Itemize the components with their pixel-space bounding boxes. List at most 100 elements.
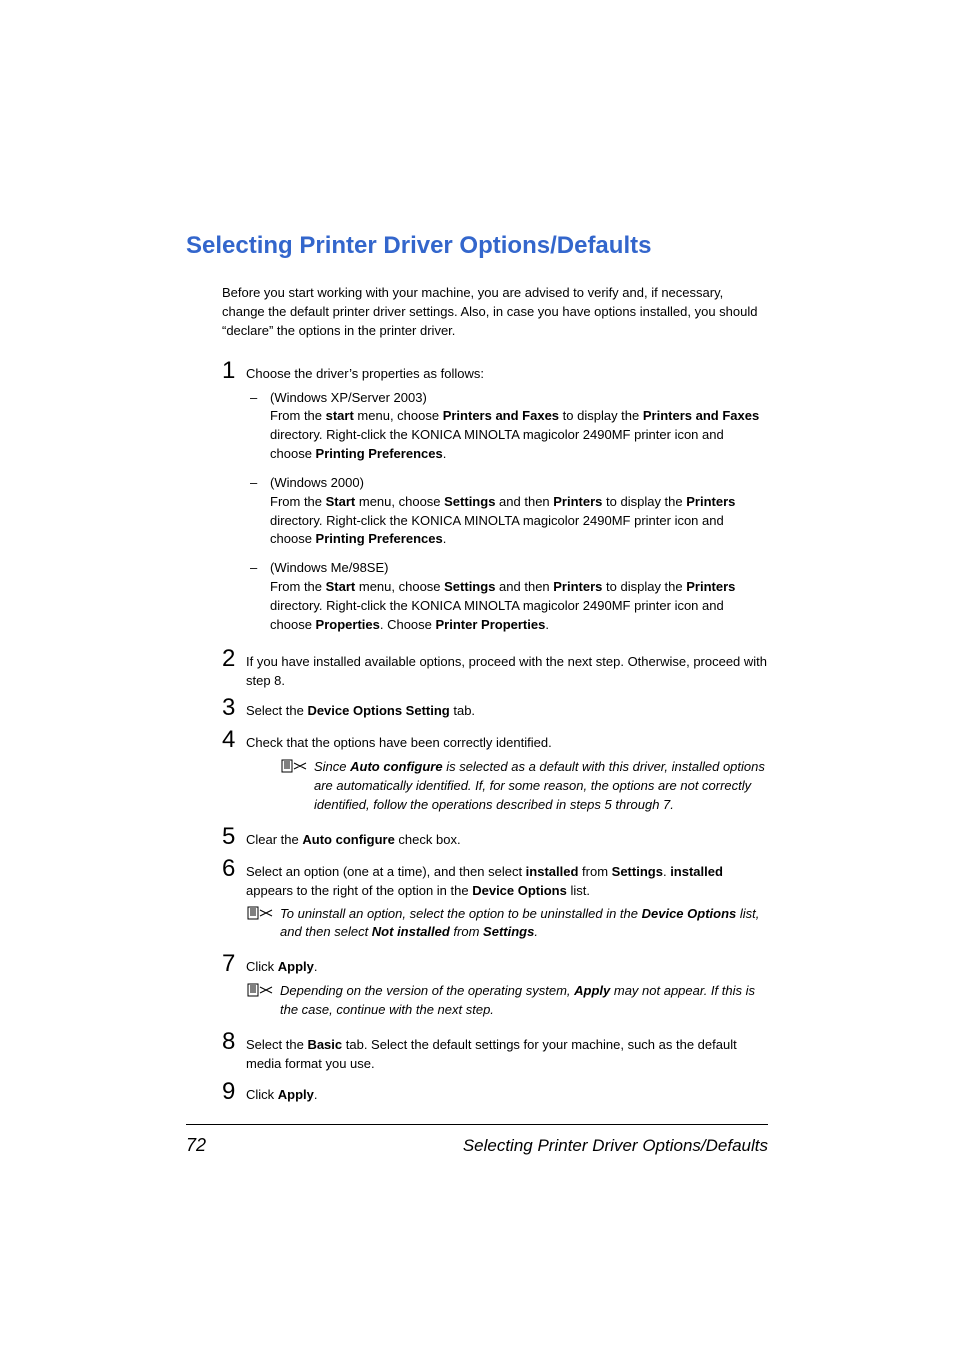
b: Settings: [444, 494, 495, 509]
b: Settings: [612, 864, 663, 879]
step-text: Click Apply.: [246, 954, 768, 977]
step-number: 9: [222, 1078, 246, 1106]
step-1-bullet-xp: – (Windows XP/Server 2003) From the star…: [250, 389, 768, 464]
bullet-text: (Windows XP/Server 2003) From the start …: [270, 389, 768, 464]
page-number: 72: [186, 1135, 206, 1156]
intro-paragraph: Before you start working with your machi…: [222, 284, 768, 341]
t: appears to the right of the option in th…: [246, 883, 472, 898]
b: Apply: [278, 1087, 314, 1102]
b: Printers: [686, 494, 735, 509]
b: Apply: [278, 959, 314, 974]
b: Printers and Faxes: [643, 408, 759, 423]
step-number: 2: [222, 645, 246, 673]
step-number: 7: [222, 950, 246, 978]
t: . Choose: [380, 617, 436, 632]
b: installed: [526, 864, 579, 879]
step-number: 1: [222, 357, 246, 385]
os-label: (Windows 2000): [270, 475, 364, 490]
b: Apply: [574, 983, 610, 998]
t: To uninstall an option, select the optio…: [280, 906, 642, 921]
step-4: 4 Check that the options have been corre…: [222, 726, 768, 754]
step-6-note: To uninstall an option, select the optio…: [246, 905, 768, 943]
t: Click: [246, 1087, 278, 1102]
t: menu, choose: [355, 579, 444, 594]
b: Printers and Faxes: [443, 408, 559, 423]
step-7: 7 Click Apply.: [222, 950, 768, 978]
b: Auto configure: [350, 759, 442, 774]
t: to display the: [559, 408, 643, 423]
bullet-dash: –: [250, 474, 270, 549]
os-label: (Windows Me/98SE): [270, 560, 388, 575]
b: Basic: [307, 1037, 342, 1052]
step-5: 5 Clear the Auto configure check box.: [222, 823, 768, 851]
b: start: [326, 408, 354, 423]
t: check box.: [395, 832, 461, 847]
t: list.: [567, 883, 590, 898]
note-icon: [280, 756, 314, 813]
b: Auto configure: [302, 832, 394, 847]
t: .: [443, 531, 447, 546]
step-6: 6 Select an option (one at a time), and …: [222, 855, 768, 901]
step-3: 3 Select the Device Options Setting tab.: [222, 694, 768, 722]
page-footer: 72 Selecting Printer Driver Options/Defa…: [0, 1125, 954, 1156]
t: Since: [314, 759, 350, 774]
t: tab.: [450, 703, 475, 718]
step-1-bullet-2000: – (Windows 2000) From the Start menu, ch…: [250, 474, 768, 549]
b: Not installed: [372, 924, 450, 939]
step-4-note: Since Auto configure is selected as a de…: [280, 758, 768, 815]
footer-title: Selecting Printer Driver Options/Default…: [463, 1136, 768, 1156]
b: Printers: [553, 579, 602, 594]
t: Select the: [246, 1037, 307, 1052]
t: .: [314, 1087, 318, 1102]
b: Start: [326, 494, 356, 509]
b: Printing Preferences: [316, 446, 443, 461]
os-label: (Windows XP/Server 2003): [270, 390, 427, 405]
t: Depending on the version of the operatin…: [280, 983, 574, 998]
note-text: Depending on the version of the operatin…: [280, 982, 768, 1020]
step-text: If you have installed available options,…: [246, 649, 768, 691]
b: installed: [670, 864, 723, 879]
b: Printer Properties: [436, 617, 546, 632]
b: Device Options: [642, 906, 737, 921]
bullet-dash: –: [250, 559, 270, 634]
bullet-text: (Windows 2000) From the Start menu, choo…: [270, 474, 768, 549]
t: and then: [495, 494, 553, 509]
step-number: 4: [222, 726, 246, 754]
t: from: [450, 924, 483, 939]
b: Printers: [553, 494, 602, 509]
b: Settings: [444, 579, 495, 594]
main-heading: Selecting Printer Driver Options/Default…: [186, 232, 768, 260]
b: Start: [326, 579, 356, 594]
step-text: Select an option (one at a time), and th…: [246, 859, 768, 901]
step-number: 3: [222, 694, 246, 722]
t: Click: [246, 959, 278, 974]
step-number: 8: [222, 1028, 246, 1056]
t: from: [578, 864, 611, 879]
bullet-text: (Windows Me/98SE) From the Start menu, c…: [270, 559, 768, 634]
step-text: Select the Device Options Setting tab.: [246, 698, 768, 721]
note-icon: [246, 903, 280, 941]
b: Device Options Setting: [307, 703, 449, 718]
step-8: 8 Select the Basic tab. Select the defau…: [222, 1028, 768, 1074]
b: Printing Preferences: [316, 531, 443, 546]
document-page: Selecting Printer Driver Options/Default…: [0, 0, 954, 1106]
step-text: Check that the options have been correct…: [246, 730, 768, 753]
step-text: Choose the driver’s properties as follow…: [246, 361, 768, 384]
t: From the: [270, 408, 326, 423]
t: menu, choose: [355, 494, 444, 509]
t: .: [443, 446, 447, 461]
step-text: Click Apply.: [246, 1082, 768, 1105]
note-text: Since Auto configure is selected as a de…: [314, 758, 768, 815]
step-number: 6: [222, 855, 246, 883]
step-1: 1 Choose the driver’s properties as foll…: [222, 357, 768, 385]
note-icon: [246, 980, 280, 1018]
step-text: Select the Basic tab. Select the default…: [246, 1032, 768, 1074]
t: .: [314, 959, 318, 974]
step-7-note: Depending on the version of the operatin…: [246, 982, 768, 1020]
step-1-bullet-me98: – (Windows Me/98SE) From the Start menu,…: [250, 559, 768, 634]
note-text: To uninstall an option, select the optio…: [280, 905, 768, 943]
b: Settings: [483, 924, 534, 939]
step-9: 9 Click Apply.: [222, 1078, 768, 1106]
t: to display the: [602, 494, 686, 509]
step-2: 2 If you have installed available option…: [222, 645, 768, 691]
